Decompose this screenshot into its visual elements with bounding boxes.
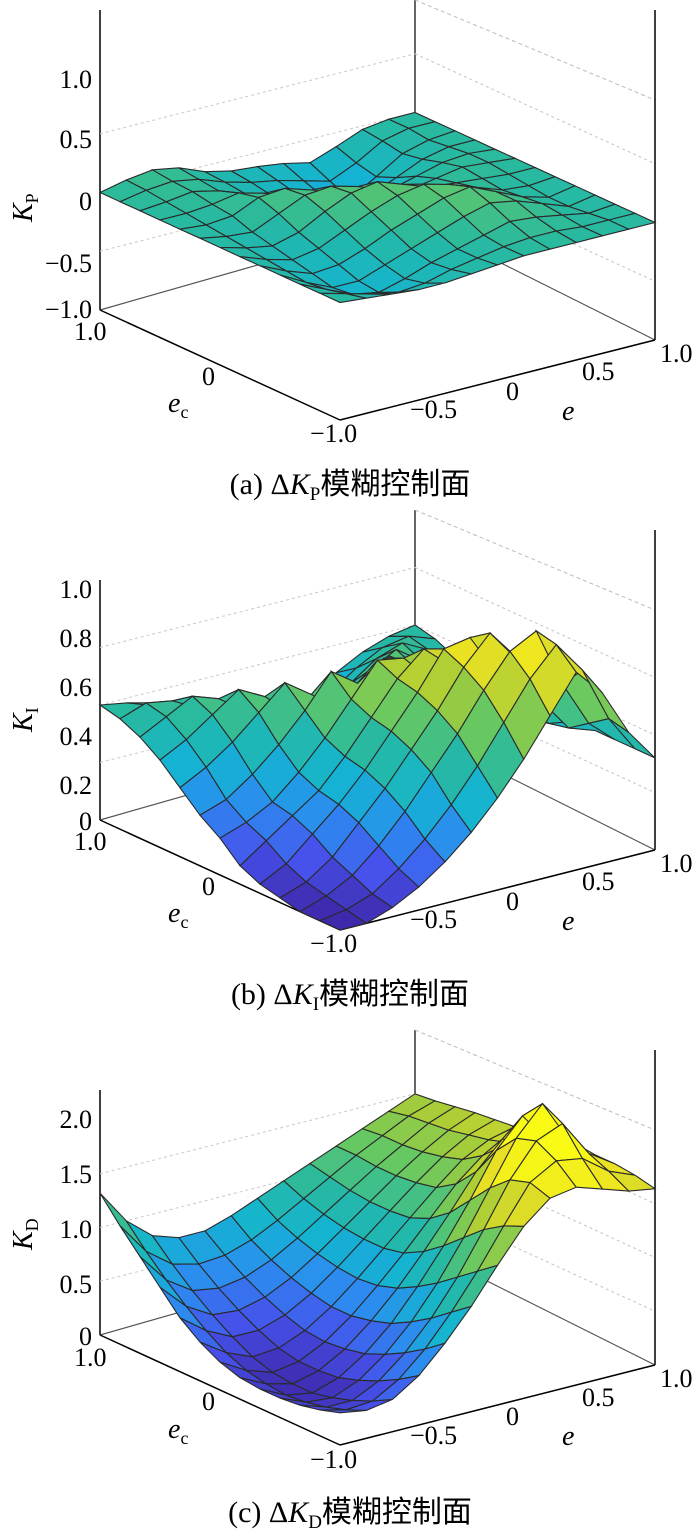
z-tick-labels: 1.0 0.8 0.6 0.4 0.2 0: [60, 575, 93, 836]
x-tick-label: 0.5: [582, 867, 615, 896]
surface-chart-ki: 1.0 0.8 0.6 0.4 0.2 0 1.0 0 −1.0 −0.5 0 …: [8, 510, 693, 1015]
y-tick-label: 1.0: [74, 827, 107, 856]
x-tick-labels: −0.5 0 0.5 1.0: [410, 1364, 693, 1450]
z-tick-label: 0.5: [60, 1270, 93, 1299]
grid-line: [99, 567, 416, 648]
z-tick-label: 0.4: [60, 722, 93, 751]
surface-patch: [607, 1170, 657, 1192]
z-tick-label: 0: [79, 1322, 92, 1351]
grid-line: [99, 624, 416, 706]
surface-mesh: [98, 111, 657, 304]
x-tick-label: 0.5: [582, 357, 615, 386]
z-tick-label: 0.5: [60, 125, 93, 154]
x-tick-label: 1.0: [660, 1364, 693, 1393]
surface-patch: [99, 1192, 147, 1252]
z-tick-label: 2.0: [60, 1105, 93, 1134]
z-axis-label: KD: [8, 1218, 42, 1251]
x-tick-label: 0.5: [582, 1383, 615, 1412]
y-tick-label: 0: [202, 1387, 215, 1416]
z-tick-label: 1.0: [60, 575, 93, 604]
grid-line: [414, 53, 656, 165]
grid-line: [99, 1093, 416, 1175]
x-axis-label: e: [562, 396, 574, 427]
grid-line: [414, 567, 656, 678]
x-tick-labels: −0.5 0 0.5 1.0: [410, 339, 693, 424]
y-tick-labels: 1.0 0 −1.0: [74, 827, 357, 958]
panel-caption: (b) ΔKI模糊控制面: [231, 978, 469, 1015]
panel-caption: (c) ΔKD模糊控制面: [228, 1496, 472, 1533]
z-tick-labels: 2.0 1.5 1.0 0.5 0: [60, 1105, 93, 1351]
y-tick-label: 0: [202, 872, 215, 901]
panel-caption: (a) ΔKP模糊控制面: [230, 468, 471, 505]
y-tick-label: 0: [202, 362, 215, 391]
x-axis-label: e: [562, 906, 574, 937]
z-axis-label: KP: [8, 193, 42, 223]
x-tick-label: 1.0: [660, 849, 693, 878]
z-tick-label: 1.0: [60, 1215, 93, 1244]
y-axis-label: ec: [168, 898, 188, 932]
z-tick-label: 1.0: [60, 65, 93, 94]
z-axis-label: KI: [8, 707, 42, 733]
surface-chart-kp: 1.0 0.5 0 −0.5 −1.0 1.0 0 −1.0 −0.5 0 0.…: [8, 0, 693, 505]
x-axis-label: e: [562, 1421, 574, 1452]
z-tick-label: −0.5: [45, 249, 92, 278]
x-tick-labels: −0.5 0 0.5 1.0: [410, 849, 693, 934]
y-axis-label: ec: [168, 388, 188, 422]
y-tick-label: 1.0: [74, 1343, 107, 1372]
x-tick-label: 0: [506, 887, 519, 916]
grid-line: [99, 53, 416, 135]
z-tick-label: 0.8: [60, 624, 93, 653]
x-tick-label: −0.5: [410, 905, 457, 934]
y-tick-label: 1.0: [74, 317, 107, 346]
x-tick-label: 1.0: [660, 339, 693, 368]
x-tick-label: 0: [506, 377, 519, 406]
surface-patch: [608, 718, 656, 759]
surface-chart-kd: 2.0 1.5 1.0 0.5 0 1.0 0 −1.0 −0.5 0 0.5 …: [8, 1029, 693, 1533]
z-tick-label: −1.0: [45, 295, 92, 324]
z-tick-label: 1.5: [60, 1160, 93, 1189]
z-tick-label: 0.2: [60, 771, 93, 800]
y-tick-labels: 1.0 0 −1.0: [74, 317, 357, 448]
surface-mesh: [98, 624, 656, 931]
y-tick-labels: 1.0 0 −1.0: [74, 1343, 357, 1474]
y-tick-label: −1.0: [310, 1445, 357, 1474]
z-tick-label: 0: [79, 187, 92, 216]
z-tick-label: 0: [79, 807, 92, 836]
y-tick-label: −1.0: [310, 929, 357, 958]
surface-mesh: [99, 1093, 657, 1414]
y-tick-label: −1.0: [310, 419, 357, 448]
x-tick-label: −0.5: [410, 395, 457, 424]
z-tick-labels: 1.0 0.5 0 −0.5 −1.0: [45, 65, 92, 324]
x-tick-label: −0.5: [410, 1421, 457, 1450]
surface-patch: [607, 212, 657, 230]
y-axis-label: ec: [168, 1414, 188, 1448]
z-tick-label: 0.6: [60, 673, 93, 702]
x-tick-label: 0: [506, 1402, 519, 1431]
